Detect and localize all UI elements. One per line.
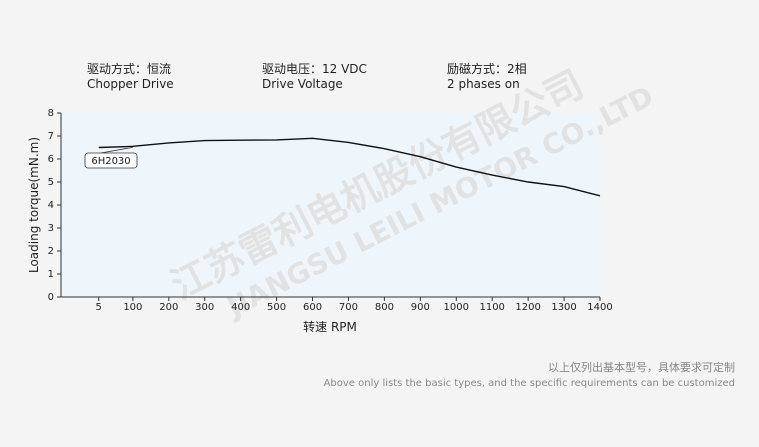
x-tick-label: 900 <box>411 302 430 313</box>
x-tick-label: 500 <box>267 302 286 313</box>
x-tick-label: 1000 <box>444 302 469 313</box>
y-tick-label: 0 <box>48 292 54 303</box>
spec-sub: 2 phases on <box>447 77 520 91</box>
y-tick-label: 7 <box>48 131 54 142</box>
x-tick-label: 400 <box>231 302 250 313</box>
x-tick-label: 1300 <box>551 302 576 313</box>
series-label: 6H2030 <box>91 156 130 167</box>
spec-sub: Drive Voltage <box>262 77 343 91</box>
x-tick-label: 1400 <box>587 302 612 313</box>
label-leader <box>100 146 133 154</box>
series-line <box>98 137 601 197</box>
x-tick-label: 600 <box>303 302 322 313</box>
y-tick-label: 1 <box>48 269 54 280</box>
footer-note-en: Above only lists the basic types, and th… <box>324 378 735 389</box>
x-axis-label: 转速 RPM <box>303 319 357 334</box>
spec-sub: Chopper Drive <box>87 77 174 91</box>
x-tick-label: 1200 <box>515 302 540 313</box>
y-tick-label: 4 <box>48 200 54 211</box>
x-tick-label: 5 <box>96 302 102 313</box>
spec-label: 驱动方式：恒流 <box>87 61 171 76</box>
x-tick-label: 1100 <box>479 302 504 313</box>
y-tick-label: 8 <box>48 108 54 119</box>
x-tick-label: 700 <box>339 302 358 313</box>
label-box <box>84 152 138 169</box>
spec-label: 励磁方式：2相 <box>447 61 527 76</box>
x-tick-label: 100 <box>123 302 142 313</box>
spec-label: 驱动电压：12 VDC <box>262 62 367 76</box>
x-tick-label: 800 <box>375 302 394 313</box>
y-tick-label: 6 <box>48 154 54 165</box>
y-tick-label: 3 <box>48 223 54 234</box>
footer-note-cn: 以上仅列出基本型号，具体要求可定制 <box>548 360 735 374</box>
y-tick-label: 2 <box>48 246 54 257</box>
plot-area <box>61 113 600 297</box>
x-tick-label: 200 <box>159 302 178 313</box>
x-tick-label: 300 <box>195 302 214 313</box>
y-axis-label: Loading torque(mN.m) <box>27 137 41 273</box>
y-tick-label: 5 <box>48 177 54 188</box>
